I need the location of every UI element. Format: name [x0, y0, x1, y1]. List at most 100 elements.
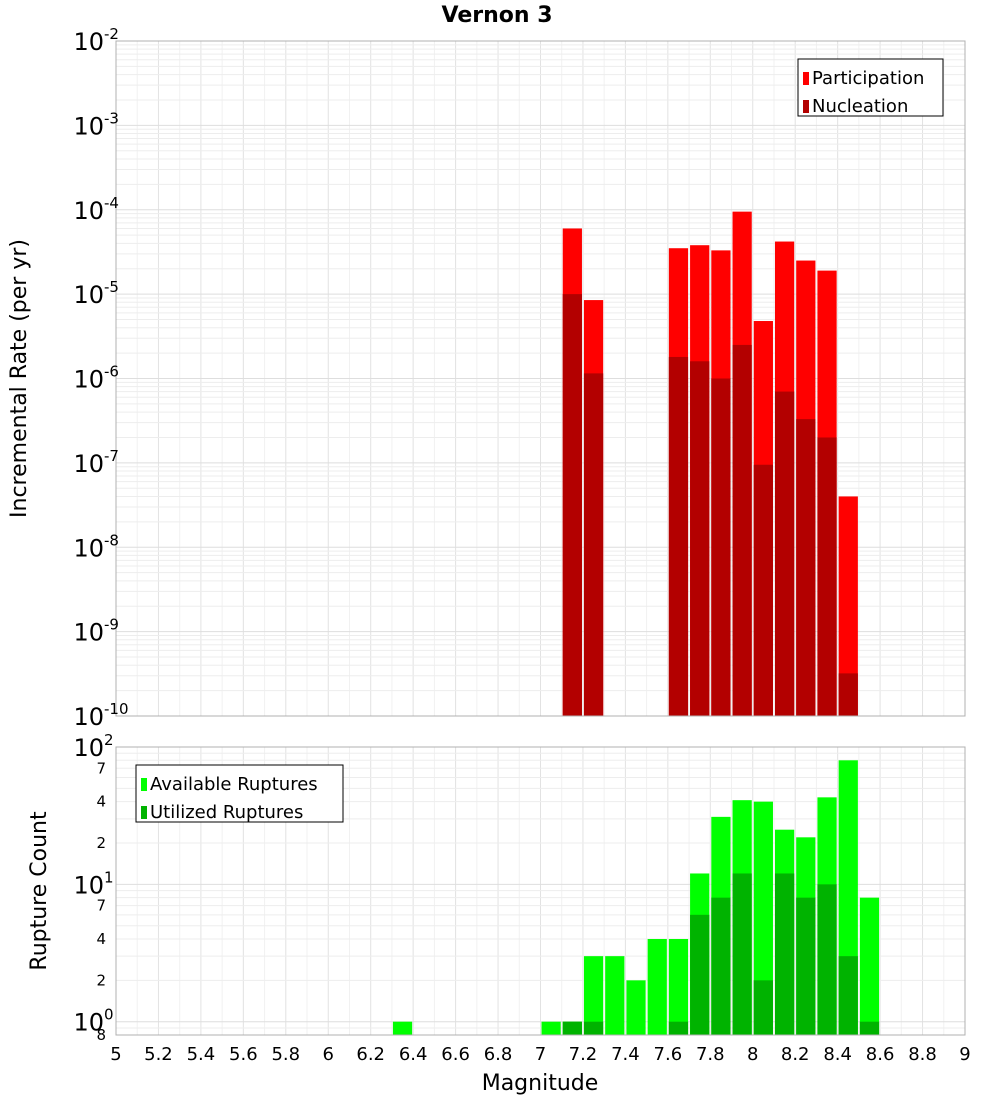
x-ticks: 5 5.2 5.4 5.6 5.8 6 6.2 6.4 6.6 6.8 7 7.2 7.4 7.6 7.8 8… — [110, 1044, 970, 1065]
bar-available-ruptures — [753, 801, 773, 1035]
x-tick-label: 8.8 — [908, 1044, 937, 1065]
y-minor-tick-label: 2 — [96, 834, 106, 852]
bar-utilized-ruptures — [690, 914, 710, 1035]
count-bars — [392, 760, 880, 1035]
bar-utilized-ruptures — [583, 1021, 604, 1035]
legend-box — [135, 764, 344, 823]
bar-utilized-ruptures — [838, 956, 858, 1035]
y-tick-label: 10 — [73, 871, 104, 899]
bar-utilized-ruptures — [817, 884, 837, 1035]
y-tick-label: 10 — [73, 28, 104, 56]
y-tick-label: 10 — [73, 734, 104, 762]
x-tick-label: 8.2 — [781, 1044, 810, 1065]
bar-nucleation — [583, 373, 604, 716]
rate-panel: 10-210-310-410-510-610-710-810-910-10 In… — [7, 25, 966, 731]
bar-available-ruptures — [392, 1021, 413, 1035]
x-tick-label: 6.8 — [484, 1044, 513, 1065]
y-minor-tick-label: 7 — [96, 759, 106, 777]
count-y-axis-label: Rupture Count — [27, 811, 52, 971]
bar-utilized-ruptures — [774, 873, 795, 1035]
legend-label: Utilized Ruptures — [150, 802, 303, 823]
legend-label: Nucleation — [812, 96, 908, 117]
x-tick-label: 7.2 — [569, 1044, 598, 1065]
legend-swatch — [141, 806, 147, 819]
y-tick-exponent: -7 — [104, 447, 119, 465]
y-tick-exponent: -3 — [104, 109, 119, 127]
y-tick-exponent: 2 — [104, 731, 114, 749]
x-tick-label: 6.4 — [399, 1044, 428, 1065]
y-tick-label: 10 — [73, 1009, 104, 1037]
legend-swatch — [141, 778, 147, 791]
x-tick-label: 7.4 — [611, 1044, 640, 1065]
y-tick-label: 10 — [73, 619, 104, 647]
bar-available-ruptures — [626, 980, 646, 1035]
x-tick-label: 8.4 — [823, 1044, 852, 1065]
rate-y-axis-label: Incremental Rate (per yr) — [7, 239, 32, 518]
x-tick-label: 8.6 — [866, 1044, 895, 1065]
y-tick-exponent: -6 — [104, 363, 119, 381]
bar-nucleation — [732, 344, 752, 716]
bar-nucleation — [838, 673, 858, 716]
x-tick-label: 5.6 — [229, 1044, 258, 1065]
x-tick-label: 5.4 — [187, 1044, 216, 1065]
legend-swatch — [803, 72, 809, 85]
rate-bars — [562, 211, 858, 717]
bar-nucleation — [668, 356, 689, 716]
rate-plot-frame — [115, 40, 966, 717]
bar-nucleation — [690, 361, 710, 716]
y-tick-exponent: -8 — [104, 531, 119, 549]
y-tick-exponent: -9 — [104, 616, 119, 634]
x-tick-label: 5 — [110, 1044, 121, 1065]
count-legend: Available Ruptures Utilized Ruptures — [135, 764, 344, 823]
bar-available-ruptures — [647, 939, 667, 1035]
bar-nucleation — [753, 464, 773, 716]
bar-available-ruptures — [668, 939, 689, 1035]
y-tick-label: 10 — [73, 703, 104, 731]
y-tick-exponent: 1 — [104, 868, 114, 886]
count-plot-frame — [115, 746, 966, 1036]
bar-nucleation — [817, 437, 837, 716]
chart-title: Vernon 3 — [442, 3, 553, 28]
bar-nucleation — [774, 391, 795, 716]
y-tick-exponent: -5 — [104, 278, 119, 296]
y-tick-exponent: -4 — [104, 194, 119, 212]
legend-box — [797, 58, 944, 117]
x-tick-label: 7.8 — [696, 1044, 725, 1065]
bar-utilized-ruptures — [753, 980, 773, 1035]
bar-utilized-ruptures — [859, 1021, 880, 1035]
y-tick-exponent: -10 — [104, 700, 129, 718]
x-tick-label: 5.8 — [271, 1044, 300, 1065]
bar-available-ruptures — [583, 956, 604, 1035]
x-tick-label: 6.2 — [356, 1044, 385, 1065]
bar-utilized-ruptures — [732, 873, 752, 1035]
y-tick-exponent: -2 — [104, 25, 119, 43]
y-minor-tick-label: 8 — [96, 1026, 106, 1044]
bar-utilized-ruptures — [796, 897, 816, 1035]
bar-utilized-ruptures — [668, 1021, 689, 1035]
y-minor-tick-label: 4 — [96, 793, 106, 811]
bar-nucleation — [711, 378, 731, 716]
bar-available-ruptures — [859, 897, 880, 1035]
x-tick-label: 9 — [959, 1044, 970, 1065]
y-minor-tick-label: 2 — [96, 971, 106, 989]
rate-legend: Participation Nucleation — [797, 58, 944, 117]
y-tick-label: 10 — [73, 450, 104, 478]
bar-available-ruptures — [605, 956, 625, 1035]
y-tick-label: 10 — [73, 112, 104, 140]
legend-label: Available Ruptures — [150, 774, 318, 795]
bar-utilized-ruptures — [562, 1021, 582, 1035]
bar-participation — [838, 496, 858, 716]
y-tick-label: 10 — [73, 197, 104, 225]
x-tick-label: 6.6 — [441, 1044, 470, 1065]
x-tick-label: 7.6 — [654, 1044, 683, 1065]
x-tick-label: 7 — [535, 1044, 546, 1065]
y-minor-tick-label: 7 — [96, 897, 106, 915]
rate-y-ticks: 10-210-310-410-510-610-710-810-910-10 — [73, 25, 128, 731]
rate-gridlines — [115, 40, 966, 717]
bar-available-ruptures — [541, 1021, 561, 1035]
x-tick-label: 5.2 — [144, 1044, 173, 1065]
bar-nucleation — [562, 294, 582, 716]
